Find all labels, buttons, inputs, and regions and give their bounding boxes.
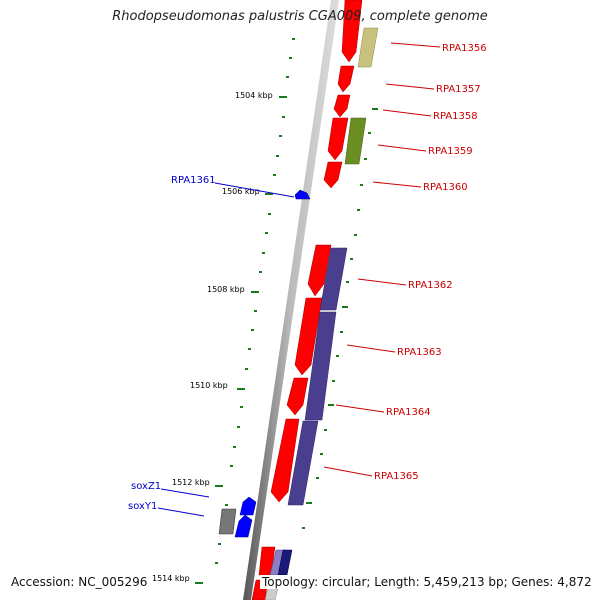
- right-leader-lines: [323, 42, 441, 477]
- gene-rpa1364: [286, 377, 309, 416]
- left-leader-lines: [157, 182, 295, 517]
- label-rpa1358: RPA1358: [433, 111, 478, 122]
- scale-label-1504: 1504 kbp: [235, 91, 273, 100]
- gene-rpa1362: [307, 244, 332, 297]
- label-rpa1361: RPA1361: [171, 175, 216, 186]
- gene-rpa1360: [323, 161, 343, 189]
- gene-cog-gray: [218, 508, 237, 535]
- map-title: Rhodopseudomonas palustris CGA009, compl…: [112, 9, 488, 24]
- scale-label-1514: 1514 kbp: [152, 574, 190, 583]
- label-rpa1356: RPA1356: [442, 43, 487, 54]
- label-rpa1363: RPA1363: [397, 347, 442, 358]
- gene-rpa1363: [294, 297, 323, 376]
- gene-rpa1356: [341, 0, 363, 63]
- scale-major-ticks: [195, 96, 287, 584]
- gene-rpa1359: [327, 117, 349, 161]
- label-rpa1359: RPA1359: [428, 146, 473, 157]
- gene-rpa1365: [270, 418, 300, 503]
- gene-cog-purple-3: [287, 420, 319, 506]
- label-rpa1365: RPA1365: [374, 471, 419, 482]
- label-rpa1364: RPA1364: [386, 407, 431, 418]
- gene-rpa1361: [294, 189, 311, 200]
- gene-cog-olive: [344, 117, 367, 165]
- gene-cog-purple-2: [304, 311, 337, 421]
- accession-text: Accession: NC_005296: [9, 575, 150, 589]
- label-rpa1360: RPA1360: [423, 182, 468, 193]
- label-rpa1357: RPA1357: [436, 84, 481, 95]
- gene-soxz1: [239, 496, 257, 516]
- genome-summary-text: Topology: circular; Length: 5,459,213 bp…: [260, 575, 594, 589]
- gene-rpa1358: [333, 94, 351, 118]
- scale-track: [215, 38, 378, 564]
- label-rpa1362: RPA1362: [408, 280, 453, 291]
- label-soxy1: soxY1: [128, 501, 157, 512]
- gene-cog-purple-1: [319, 247, 348, 311]
- genome-backbone: [243, 0, 339, 600]
- scale-label-1512: 1512 kbp: [172, 478, 210, 487]
- label-soxz1: soxZ1: [131, 481, 161, 492]
- forward-genes: [251, 0, 363, 601]
- scale-label-1508: 1508 kbp: [207, 285, 245, 294]
- scale-label-1506: 1506 kbp: [222, 187, 260, 196]
- gene-rpa1357: [337, 65, 355, 93]
- scale-label-1510: 1510 kbp: [190, 381, 228, 390]
- gene-cog-khaki: [357, 27, 379, 68]
- gene-soxy1: [234, 514, 253, 538]
